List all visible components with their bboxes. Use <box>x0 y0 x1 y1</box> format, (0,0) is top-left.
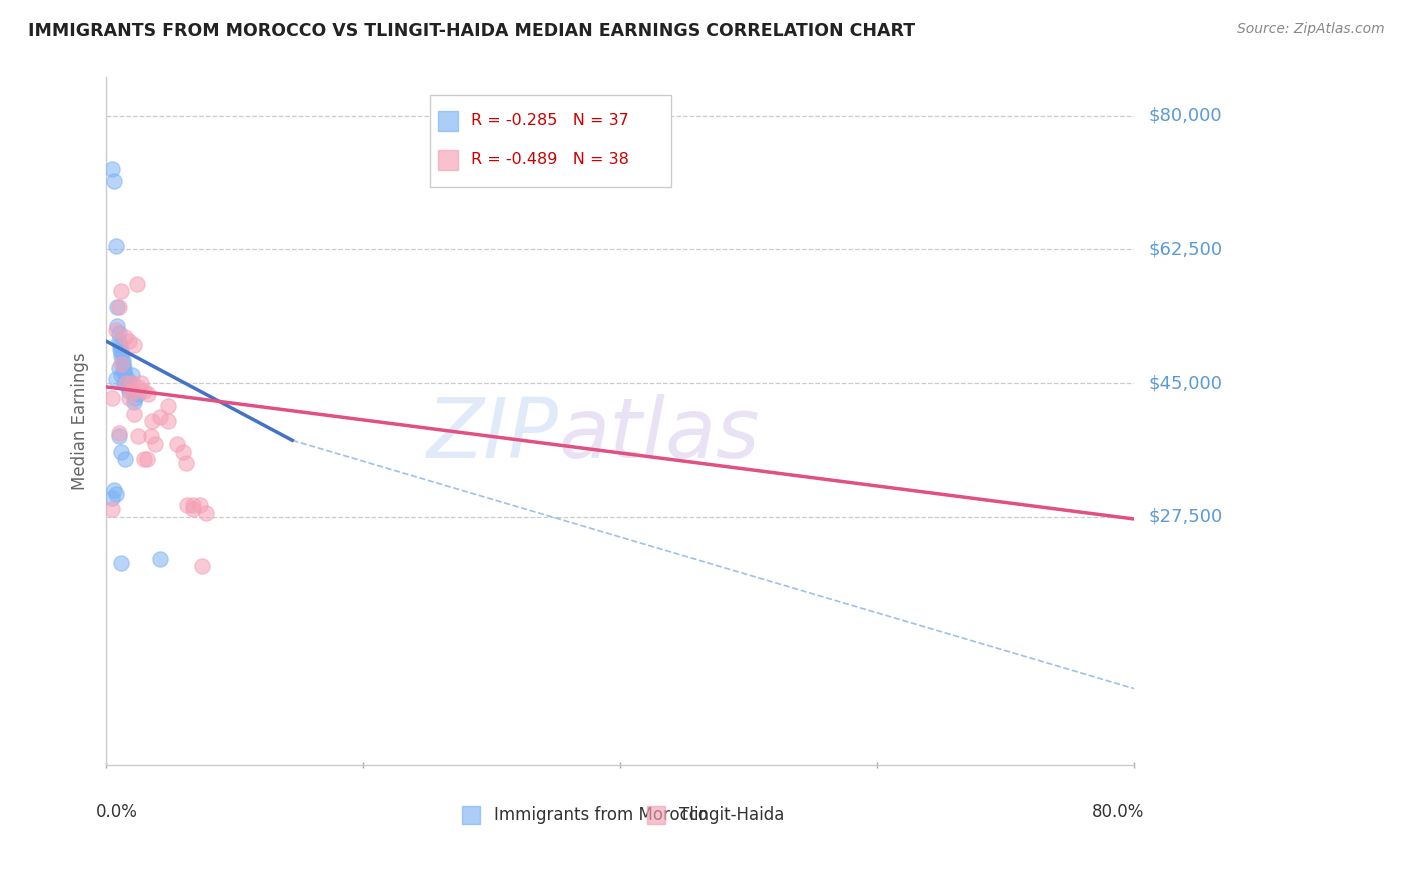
Text: 80.0%: 80.0% <box>1092 803 1144 821</box>
Point <box>129 376 152 390</box>
Text: R = -0.285   N = 37: R = -0.285 N = 37 <box>471 113 628 128</box>
Point <box>110 285 132 299</box>
Point <box>172 444 194 458</box>
Point <box>174 456 197 470</box>
Point <box>105 487 128 501</box>
Point <box>122 395 145 409</box>
Point <box>101 162 124 177</box>
Point <box>108 342 131 356</box>
Point <box>127 387 149 401</box>
Point <box>110 556 132 570</box>
Point <box>118 392 141 406</box>
Point <box>134 384 156 398</box>
Point <box>122 407 145 421</box>
Point <box>105 322 128 336</box>
Text: R = -0.489   N = 38: R = -0.489 N = 38 <box>471 153 628 168</box>
Point <box>110 345 132 359</box>
Point <box>118 334 141 348</box>
Point <box>115 376 138 390</box>
Point <box>188 498 211 512</box>
Point <box>149 410 172 425</box>
Point <box>181 498 204 512</box>
Text: Tlingit-Haida: Tlingit-Haida <box>679 805 785 823</box>
Point <box>118 384 141 398</box>
FancyBboxPatch shape <box>430 95 672 187</box>
Text: $80,000: $80,000 <box>1149 107 1222 125</box>
Point <box>107 300 129 314</box>
Point <box>101 502 124 516</box>
Point <box>136 387 159 401</box>
Point <box>191 559 214 574</box>
Point <box>117 380 139 394</box>
Point <box>112 365 135 379</box>
Point <box>114 452 136 467</box>
Point <box>121 368 143 383</box>
Text: Source: ZipAtlas.com: Source: ZipAtlas.com <box>1237 22 1385 37</box>
Point <box>134 452 156 467</box>
Point <box>101 392 124 406</box>
Point <box>114 330 136 344</box>
Point <box>103 483 125 497</box>
Text: $27,500: $27,500 <box>1149 508 1222 525</box>
Point <box>112 360 135 375</box>
Point <box>115 372 138 386</box>
Point <box>149 551 172 566</box>
Point <box>136 452 159 467</box>
Text: Immigrants from Morocco: Immigrants from Morocco <box>494 805 707 823</box>
Point <box>101 491 124 505</box>
Point <box>139 429 162 443</box>
Point <box>121 384 143 398</box>
Point <box>112 376 135 390</box>
Point <box>114 368 136 383</box>
Point <box>195 506 218 520</box>
Point <box>110 349 132 363</box>
Text: 0.0%: 0.0% <box>96 803 138 821</box>
Text: IMMIGRANTS FROM MOROCCO VS TLINGIT-HAIDA MEDIAN EARNINGS CORRELATION CHART: IMMIGRANTS FROM MOROCCO VS TLINGIT-HAIDA… <box>28 22 915 40</box>
Point <box>107 318 129 333</box>
Point <box>122 338 145 352</box>
Point <box>141 414 163 428</box>
Point <box>127 429 149 443</box>
Point <box>108 338 131 352</box>
Text: atlas: atlas <box>558 394 761 475</box>
Point <box>166 437 188 451</box>
Point <box>127 380 149 394</box>
Point <box>124 392 146 406</box>
Point <box>121 376 143 390</box>
Point <box>125 277 148 291</box>
Point <box>105 238 128 252</box>
Point <box>118 375 141 389</box>
Point <box>110 357 132 371</box>
Point <box>111 357 134 371</box>
Point <box>111 353 134 368</box>
Text: ZIP: ZIP <box>426 394 558 475</box>
Point <box>156 399 179 413</box>
Point <box>107 334 129 348</box>
Point <box>107 425 129 440</box>
Point <box>110 444 132 458</box>
Point <box>181 502 204 516</box>
Y-axis label: Median Earnings: Median Earnings <box>72 352 89 490</box>
Point <box>176 498 198 512</box>
Point <box>115 376 138 390</box>
Text: $45,000: $45,000 <box>1149 374 1222 392</box>
Point <box>107 360 129 375</box>
Point <box>110 368 132 383</box>
Point <box>143 437 166 451</box>
Point <box>107 300 129 314</box>
Point <box>105 372 128 386</box>
Point <box>107 326 129 341</box>
Point <box>107 429 129 443</box>
Text: $62,500: $62,500 <box>1149 240 1222 259</box>
Point <box>103 173 125 187</box>
Point <box>156 414 179 428</box>
